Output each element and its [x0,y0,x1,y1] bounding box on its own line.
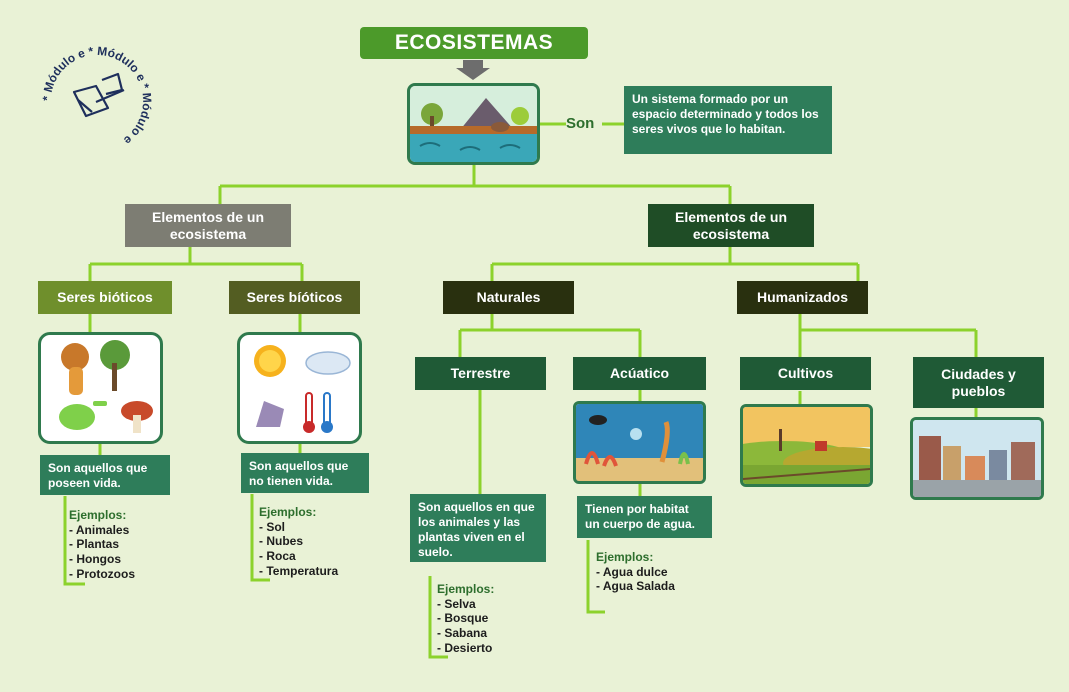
thermometer-hot-icon [305,392,313,426]
ciudades-box: Ciudades y pueblos [913,357,1044,408]
example-item: Protozoos [69,567,135,582]
city-illustration [910,417,1044,500]
terrestre-examples: Ejemplos: Selva Bosque Sabana Desierto [437,582,494,655]
examples-heading: Ejemplos: [437,582,495,596]
lion-icon [61,343,89,371]
left-elements-box: Elementos de un ecosistema [125,204,291,247]
example-item: Temperatura [259,564,338,579]
example-item: Agua Salada [596,579,675,594]
acuatico-description: Tienen por habitat un cuerpo de agua. [577,496,712,538]
abioticos-description: Son aquellos que no tienen vida. [241,453,369,493]
modulo-e-logo: * Módulo e * Módulo e * Módulo e [36,40,158,162]
examples-heading: Ejemplos: [259,505,317,519]
cultivos-box: Cultivos [740,357,871,390]
humanizados-box: Humanizados [737,281,868,314]
rock-icon [256,401,284,427]
example-item: Nubes [259,534,338,549]
example-item: Hongos [69,552,135,567]
abioticos-examples: Ejemplos: Sol Nubes Roca Temperatura [259,505,338,578]
example-item: Sol [259,520,338,535]
bioticos-description: Son aquellos que poseen vida. [40,455,170,495]
examples-heading: Ejemplos: [69,508,127,522]
cloud-icon [305,351,351,375]
examples-heading: Ejemplos: [596,550,654,564]
abioticos-illustration [237,332,362,444]
bioticos-illustration [38,332,163,444]
example-item: Plantas [69,537,135,552]
aquatic-illustration [573,401,706,484]
svg-text:* Módulo e * Módulo e * Módulo: * Módulo e * Módulo e * Módulo e [40,44,154,148]
mushroom-icon [121,401,153,421]
example-item: Desierto [437,641,494,656]
naturales-box: Naturales [443,281,574,314]
acuatico-box: Acúatico [573,357,706,390]
son-label: Son [566,115,595,132]
example-item: Selva [437,597,494,612]
down-arrow-icon [456,60,490,80]
ecosystem-illustration [407,83,540,165]
abioticos-box: Seres bíóticos [229,281,360,314]
example-item: Agua dulce [596,565,675,580]
crops-illustration [740,404,873,487]
terrestre-description: Son aquellos en que los animales y las p… [410,494,546,562]
example-item: Sabana [437,626,494,641]
tree-icon [100,340,130,370]
logo-ring-text: * Módulo e * Módulo e * Módulo e [40,44,154,148]
example-item: Bosque [437,611,494,626]
bioticos-examples: Ejemplos: Animales Plantas Hongos Protoz… [69,508,135,581]
protozoo-icon [59,404,95,430]
thermometer-cold-icon [323,392,331,426]
terrestre-box: Terrestre [415,357,546,390]
right-elements-box: Elementos de un ecosistema [648,204,814,247]
bioticos-box: Seres bióticos [38,281,172,314]
definition-box: Un sistema formado por un espacio determ… [624,86,832,154]
example-item: Roca [259,549,338,564]
example-item: Animales [69,523,135,538]
page-title: ECOSISTEMAS [360,27,588,59]
acuatico-examples: Ejemplos: Agua dulce Agua Salada [596,550,675,594]
